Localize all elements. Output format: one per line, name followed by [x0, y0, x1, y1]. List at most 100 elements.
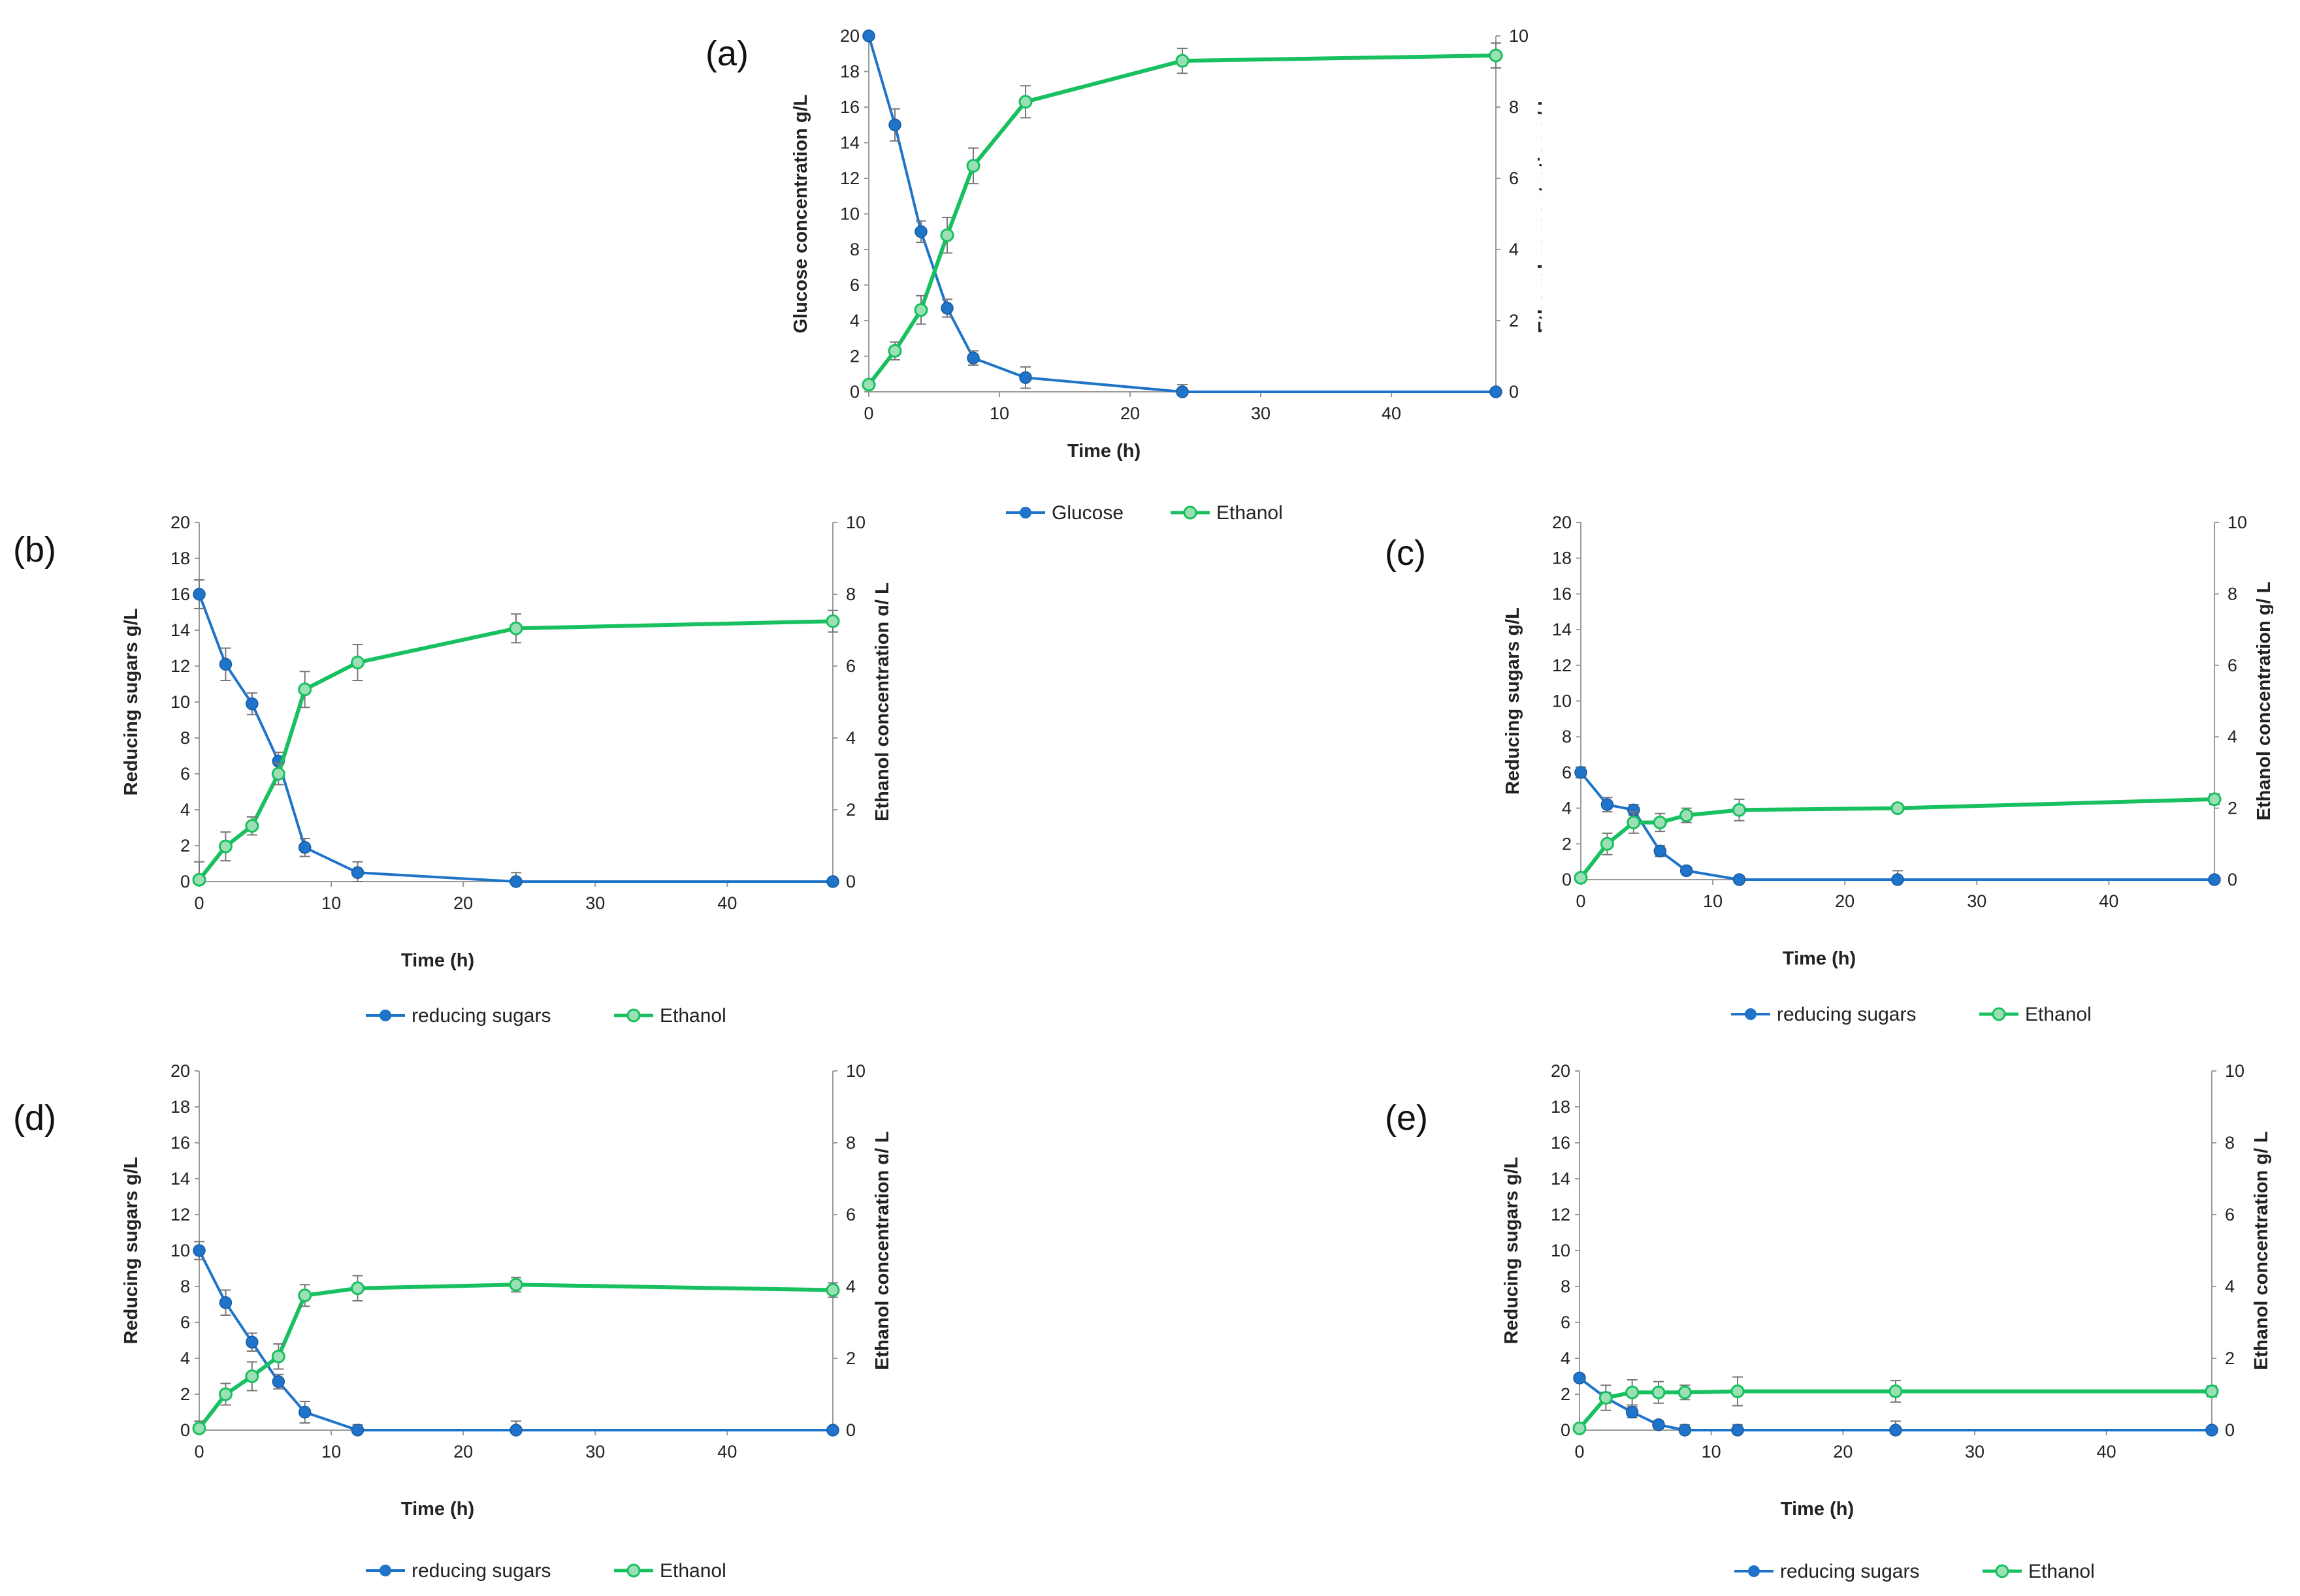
left-tick-label: 4	[180, 800, 190, 820]
left-tick-label: 10	[170, 692, 190, 712]
x-tick-label: 0	[864, 404, 873, 423]
left-tick-label: 2	[850, 347, 860, 366]
right-axis-title: Ethanol concentration g/ L	[1535, 95, 1542, 334]
sugar-data-point	[1731, 1424, 1744, 1437]
ethanol-data-point	[1625, 1385, 1640, 1399]
sugar-data-point	[1652, 1418, 1665, 1431]
legend-ethanol-label: Ethanol	[2025, 1004, 2092, 1025]
ethanol-data-point	[1890, 801, 1905, 816]
sugar-data-point	[862, 29, 875, 42]
left-tick-label: 6	[1561, 1313, 1570, 1332]
ethanol-series-line	[197, 1283, 834, 1430]
right-axis-title: Ethanol concentration g/ L	[872, 1131, 888, 1370]
left-tick-label: 18	[170, 1097, 190, 1117]
ethanol-data-point	[1888, 1384, 1903, 1399]
sugar-data-point	[510, 1424, 523, 1437]
left-tick-label: 18	[840, 62, 860, 82]
left-tick-label: 2	[1562, 834, 1572, 854]
right-tick-label: 8	[2225, 1133, 2235, 1153]
sugar-data-point	[941, 302, 954, 315]
legend-ethanol-swatch-marker	[626, 1563, 641, 1578]
left-tick-label: 10	[1552, 692, 1572, 711]
x-tick-label: 10	[1702, 1442, 1721, 1461]
sugar-data-point	[1489, 385, 1502, 398]
left-tick-label: 14	[170, 620, 190, 640]
left-tick-label: 8	[180, 728, 190, 748]
sugar-data-point	[246, 1335, 259, 1349]
x-tick-label: 20	[453, 1442, 473, 1461]
right-tick-label: 6	[2225, 1205, 2235, 1224]
right-tick-label: 6	[1509, 168, 1519, 188]
sugar-data-point	[510, 875, 523, 888]
legend-sugar-swatch-marker	[380, 1565, 391, 1576]
left-axis-title: Glucose concentration g/L	[790, 95, 811, 334]
right-tick-label: 2	[2227, 799, 2237, 818]
left-tick-label: 18	[1552, 549, 1572, 568]
sugar-data-point	[1176, 385, 1189, 398]
right-tick-label: 6	[846, 1205, 856, 1224]
left-tick-label: 0	[180, 872, 190, 891]
left-axis-title: Reducing sugars g/L	[1501, 1157, 1522, 1345]
left-tick-label: 14	[1551, 1169, 1570, 1189]
ethanol-data-point	[1732, 803, 1746, 817]
left-tick-label: 16	[1551, 1133, 1570, 1153]
right-tick-label: 0	[846, 1420, 856, 1440]
legend-ethanol-swatch-marker	[626, 1008, 641, 1023]
x-axis-title: Time (h)	[1067, 441, 1141, 462]
sugar-data-point	[1732, 873, 1746, 886]
right-axis-title: Ethanol concentration g/ L	[872, 583, 888, 822]
x-axis-title: Time (h)	[1781, 1499, 1854, 1520]
right-tick-label: 4	[846, 728, 856, 748]
x-tick-label: 30	[1251, 404, 1271, 423]
x-tick-label: 0	[1576, 891, 1585, 911]
left-tick-label: 10	[840, 204, 860, 224]
right-tick-label: 2	[1509, 311, 1519, 330]
sugar-data-point	[193, 1244, 206, 1257]
ethanol-data-point	[1018, 95, 1033, 109]
left-tick-label: 8	[180, 1277, 190, 1296]
x-tick-label: 0	[1574, 1442, 1584, 1461]
ethanol-data-point	[509, 1277, 523, 1292]
panel-label-e: (e)	[1385, 1098, 1428, 1138]
left-tick-label: 16	[1552, 584, 1572, 603]
x-tick-label: 40	[2097, 1442, 2116, 1461]
sugar-data-point	[1678, 1424, 1692, 1437]
legend-sugar-swatch-marker	[1745, 1008, 1757, 1020]
ethanol-data-point	[862, 377, 876, 392]
x-tick-label: 20	[1833, 1442, 1853, 1461]
x-axis-title: Time (h)	[401, 1499, 474, 1520]
sugar-data-point	[1653, 844, 1666, 857]
left-tick-label: 8	[1562, 727, 1572, 746]
sugar-data-point	[826, 1424, 839, 1437]
chart-panel-c: (c) 0 2 4 6 8 10 12 14 16 18 20 0 2 4 6 8 10 0 10 20 30 40 Time…	[1385, 503, 2275, 1055]
legend-ethanol-label: Ethanol	[1216, 502, 1283, 522]
left-tick-label: 8	[850, 240, 860, 259]
sugar-series-line	[1579, 771, 2214, 881]
right-tick-label: 0	[2225, 1420, 2235, 1440]
ethanol-data-point	[1730, 1384, 1745, 1399]
sugar-data-point	[272, 1375, 285, 1388]
x-tick-label: 10	[321, 893, 341, 913]
legend-sugar-swatch-marker	[1020, 507, 1031, 519]
left-tick-label: 16	[170, 1133, 190, 1153]
x-tick-label: 20	[1835, 891, 1855, 911]
legend-sugar-label: reducing sugars	[1777, 1004, 1916, 1025]
left-tick-label: 20	[840, 26, 860, 46]
ethanol-data-point	[1653, 815, 1667, 829]
panel-label-d: (d)	[13, 1098, 56, 1138]
left-tick-label: 6	[180, 1313, 190, 1332]
sugar-series-line	[867, 35, 1496, 393]
left-tick-label: 0	[1562, 870, 1572, 889]
ethanol-data-point	[351, 1281, 364, 1296]
chart-b-svg: (b) 0 2 4 6 8 10 12 14 16 18 20 0 2 4 6 8 10 0 10 20 30 40 Time…	[13, 513, 893, 1027]
legend-sugar-swatch-marker	[1748, 1565, 1760, 1577]
ethanol-data-point	[1175, 54, 1190, 68]
left-tick-label: 20	[1551, 1061, 1570, 1081]
left-tick-label: 4	[1562, 799, 1572, 818]
right-tick-label: 10	[846, 1061, 866, 1081]
left-axis-title: Reducing sugars g/L	[1502, 607, 1523, 795]
ethanol-data-point	[1627, 815, 1641, 829]
left-tick-label: 12	[1552, 656, 1572, 675]
right-tick-label: 6	[2227, 656, 2237, 675]
right-tick-label: 0	[846, 872, 856, 891]
